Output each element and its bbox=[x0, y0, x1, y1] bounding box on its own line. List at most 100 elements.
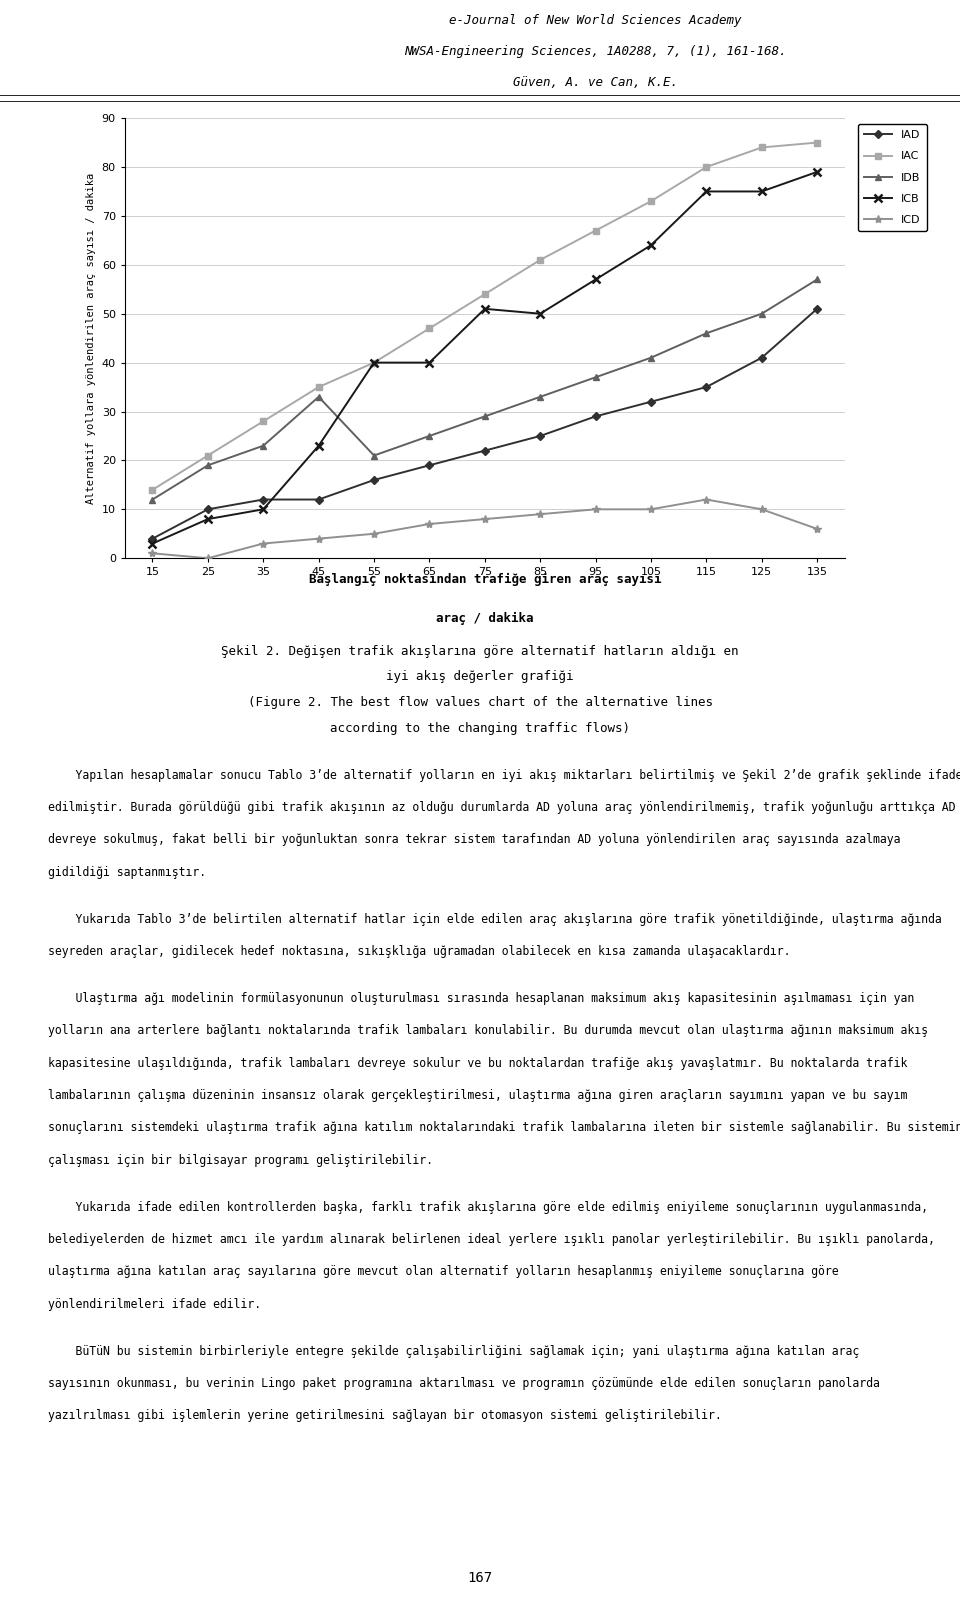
Text: yazılrılması gibi işlemlerin yerine getirilmesini sağlayan bir otomasyon sistemi: yazılrılması gibi işlemlerin yerine geti… bbox=[48, 1409, 722, 1422]
IAC bbox=[147, 481, 158, 500]
IDB bbox=[589, 367, 601, 387]
Text: çalışması için bir bilgisayar programı geliştirilebilir.: çalışması için bir bilgisayar programı g… bbox=[48, 1154, 433, 1167]
IAD bbox=[479, 442, 491, 461]
ICB bbox=[479, 299, 491, 319]
IDB bbox=[313, 387, 324, 406]
ICB bbox=[147, 534, 158, 553]
IDB bbox=[423, 426, 435, 445]
Text: yönlendirilmeleri ifade edilir.: yönlendirilmeleri ifade edilir. bbox=[48, 1298, 261, 1311]
IAC bbox=[811, 133, 823, 152]
Text: NWSA-Engineering Sciences, 1A0288, 7, (1), 161-168.: NWSA-Engineering Sciences, 1A0288, 7, (1… bbox=[404, 45, 786, 58]
Legend: IAD, IAC, IDB, ICB, ICD: IAD, IAC, IDB, ICB, ICD bbox=[857, 123, 927, 231]
ICB bbox=[535, 304, 546, 324]
Line: IAC: IAC bbox=[149, 139, 821, 493]
IAC bbox=[479, 285, 491, 304]
IAD bbox=[645, 392, 657, 411]
IAD bbox=[811, 299, 823, 319]
Text: Yukarıda Tablo 3’de belirtilen alternatif hatlar için elde edilen araç akışların: Yukarıda Tablo 3’de belirtilen alternati… bbox=[48, 913, 942, 925]
Text: devreye sokulmuş, fakat belli bir yoğunluktan sonra tekrar sistem tarafından AD : devreye sokulmuş, fakat belli bir yoğunl… bbox=[48, 833, 900, 846]
Text: BüTüN bu sistemin birbirleriyle entegre şekilde çalışabilirliğini sağlamak için;: BüTüN bu sistemin birbirleriyle entegre … bbox=[48, 1345, 859, 1358]
ICB bbox=[756, 181, 767, 201]
IDB bbox=[756, 304, 767, 324]
ICD bbox=[811, 519, 823, 539]
IAD bbox=[147, 529, 158, 549]
ICD bbox=[147, 544, 158, 563]
Text: kapasitesine ulaşıldığında, trafik lambaları devreye sokulur ve bu noktalardan t: kapasitesine ulaşıldığında, trafik lamba… bbox=[48, 1057, 907, 1069]
IAD bbox=[756, 348, 767, 367]
IAD bbox=[535, 426, 546, 445]
IAD bbox=[701, 377, 712, 396]
IDB bbox=[701, 324, 712, 343]
ICD bbox=[257, 534, 269, 553]
Text: Şekil 2. Değişen trafik akışlarına göre alternatif hatların aldığı en: Şekil 2. Değişen trafik akışlarına göre … bbox=[221, 646, 739, 659]
IAC bbox=[369, 353, 380, 372]
Text: Ulaştırma ağı modelinin formülasyonunun oluşturulması sırasında hesaplanan maksi: Ulaştırma ağı modelinin formülasyonunun … bbox=[48, 992, 914, 1005]
Text: according to the changing traffic flows): according to the changing traffic flows) bbox=[330, 722, 630, 735]
ICB bbox=[423, 353, 435, 372]
IAC bbox=[701, 157, 712, 176]
ICD bbox=[756, 500, 767, 519]
Line: ICB: ICB bbox=[149, 168, 821, 549]
IDB bbox=[257, 435, 269, 455]
Text: gidildiği saptanmıştır.: gidildiği saptanmıştır. bbox=[48, 866, 206, 879]
ICB bbox=[645, 236, 657, 256]
Text: (Figure 2. The best flow values chart of the alternative lines: (Figure 2. The best flow values chart of… bbox=[248, 696, 712, 709]
Text: seyreden araçlar, gidilecek hedef noktasına, sıkışklığa uğramadan olabilecek en : seyreden araçlar, gidilecek hedef noktas… bbox=[48, 945, 790, 958]
IAC bbox=[535, 251, 546, 270]
ICD bbox=[535, 505, 546, 524]
ICB bbox=[369, 353, 380, 372]
ICB bbox=[811, 162, 823, 181]
IAD bbox=[257, 490, 269, 510]
ICD bbox=[203, 549, 214, 568]
IAD bbox=[203, 500, 214, 519]
ICD bbox=[701, 490, 712, 510]
IAC bbox=[313, 377, 324, 396]
IAD bbox=[313, 490, 324, 510]
Text: Yukarıda ifade edilen kontrollerden başka, farklı trafik akışlarına göre elde ed: Yukarıda ifade edilen kontrollerden başk… bbox=[48, 1201, 928, 1214]
IDB bbox=[203, 456, 214, 476]
IDB bbox=[369, 447, 380, 466]
Text: ulaştırma ağına katılan araç sayılarına göre mevcut olan alternatif yolların hes: ulaştırma ağına katılan araç sayılarına … bbox=[48, 1265, 839, 1278]
Text: sayısının okunması, bu verinin Lingo paket programına aktarılması ve programın ç: sayısının okunması, bu verinin Lingo pak… bbox=[48, 1377, 880, 1390]
Line: IDB: IDB bbox=[149, 277, 821, 503]
Text: edilmiştir. Burada görüldüğü gibi trafik akışının az olduğu durumlarda AD yoluna: edilmiştir. Burada görüldüğü gibi trafik… bbox=[48, 801, 960, 814]
IAC bbox=[589, 222, 601, 241]
ICD bbox=[589, 500, 601, 519]
IAC bbox=[423, 319, 435, 338]
IAD bbox=[369, 471, 380, 490]
ICD bbox=[313, 529, 324, 549]
Line: ICD: ICD bbox=[149, 495, 821, 563]
Text: e-Journal of New World Sciences Academy: e-Journal of New World Sciences Academy bbox=[449, 15, 741, 28]
Text: yolların ana arterlere bağlantı noktalarında trafik lambaları konulabilir. Bu du: yolların ana arterlere bağlantı noktalar… bbox=[48, 1024, 928, 1037]
ICB bbox=[203, 510, 214, 529]
Text: iyi akış değerler grafiği: iyi akış değerler grafiği bbox=[386, 670, 574, 683]
IAC bbox=[645, 191, 657, 210]
IAC bbox=[257, 411, 269, 430]
Text: sonuçlarını sistemdeki ulaştırma trafik ağına katılım noktalarındaki trafik lamb: sonuçlarını sistemdeki ulaştırma trafik … bbox=[48, 1121, 960, 1134]
Text: lambalarının çalışma düzeninin insansız olarak gerçekleştirilmesi, ulaştırma ağı: lambalarının çalışma düzeninin insansız … bbox=[48, 1089, 907, 1102]
Text: Yapılan hesaplamalar sonucu Tablo 3’de alternatif yolların en iyi akış miktarlar: Yapılan hesaplamalar sonucu Tablo 3’de a… bbox=[48, 769, 960, 781]
ICB bbox=[701, 181, 712, 201]
ICD bbox=[369, 524, 380, 544]
ICB bbox=[589, 270, 601, 290]
IAD bbox=[589, 406, 601, 426]
Text: 167: 167 bbox=[468, 1571, 492, 1584]
IAC bbox=[203, 447, 214, 466]
Text: belediyelerden de hizmet amcı ile yardım alınarak belirlenen ideal yerlere ışıkl: belediyelerden de hizmet amcı ile yardım… bbox=[48, 1233, 935, 1246]
Text: Güven, A. ve Can, K.E.: Güven, A. ve Can, K.E. bbox=[513, 76, 678, 89]
IAD bbox=[423, 456, 435, 476]
ICD bbox=[423, 515, 435, 534]
Text: Başlangıç noktasından trafiğe giren araç sayısı: Başlangıç noktasından trafiğe giren araç… bbox=[308, 573, 661, 586]
ICB bbox=[313, 435, 324, 455]
IAC bbox=[756, 138, 767, 157]
ICD bbox=[645, 500, 657, 519]
IDB bbox=[479, 406, 491, 426]
IDB bbox=[147, 490, 158, 510]
Y-axis label: Alternatif yollara yönlendirilen araç sayısı / dakika: Alternatif yollara yönlendirilen araç sa… bbox=[86, 173, 96, 503]
ICB bbox=[257, 500, 269, 519]
ICD bbox=[479, 510, 491, 529]
IDB bbox=[535, 387, 546, 406]
IDB bbox=[645, 348, 657, 367]
Text: araç / dakika: araç / dakika bbox=[436, 612, 534, 625]
Line: IAD: IAD bbox=[150, 306, 820, 542]
